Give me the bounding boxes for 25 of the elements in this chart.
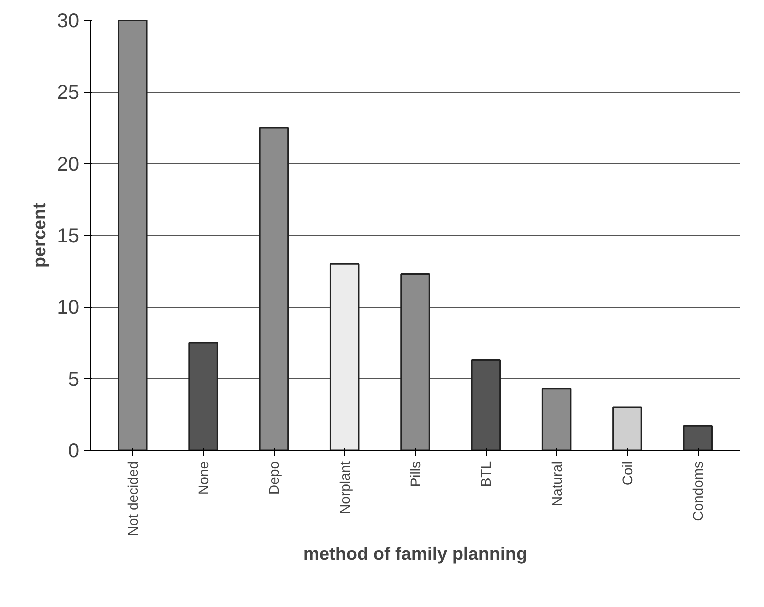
- x-axis-title: method of family planning: [304, 544, 528, 564]
- bar: [612, 406, 642, 450]
- bar: [542, 388, 572, 450]
- bar: [400, 273, 430, 450]
- x-tick-label: Natural: [548, 461, 565, 507]
- x-tick-label: None: [196, 461, 212, 495]
- y-tick-label: 10: [57, 297, 80, 320]
- bar: [683, 425, 713, 450]
- y-tick-label: 5: [68, 368, 80, 391]
- x-tick-label: Condoms: [690, 461, 706, 522]
- bar: [118, 20, 148, 450]
- bar: [330, 263, 360, 450]
- bar: [259, 127, 290, 450]
- y-tick-label: 15: [57, 226, 80, 248]
- y-axis-title: percent: [29, 202, 50, 268]
- x-tick-label: Norplant: [336, 461, 353, 514]
- x-tick-label: BTL: [478, 461, 494, 488]
- x-tick-label: Depo: [266, 461, 282, 495]
- y-tick-label: 30: [57, 10, 80, 32]
- x-tick-label: Coil: [619, 461, 636, 486]
- x-tick-label: Not decided: [124, 462, 141, 536]
- y-tick-label: 0: [68, 440, 80, 462]
- y-tick-label: 25: [57, 82, 80, 104]
- x-tick-label: Pills: [408, 461, 424, 488]
- y-tick-label: 20: [57, 154, 80, 176]
